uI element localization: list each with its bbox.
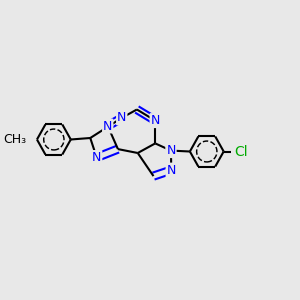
Text: N: N (166, 144, 176, 157)
Text: N: N (117, 111, 126, 124)
Text: Cl: Cl (235, 145, 248, 158)
Text: N: N (92, 151, 101, 164)
Text: N: N (151, 114, 160, 127)
Text: CH₃: CH₃ (4, 133, 27, 146)
Text: N: N (103, 119, 112, 133)
Text: N: N (167, 164, 176, 177)
